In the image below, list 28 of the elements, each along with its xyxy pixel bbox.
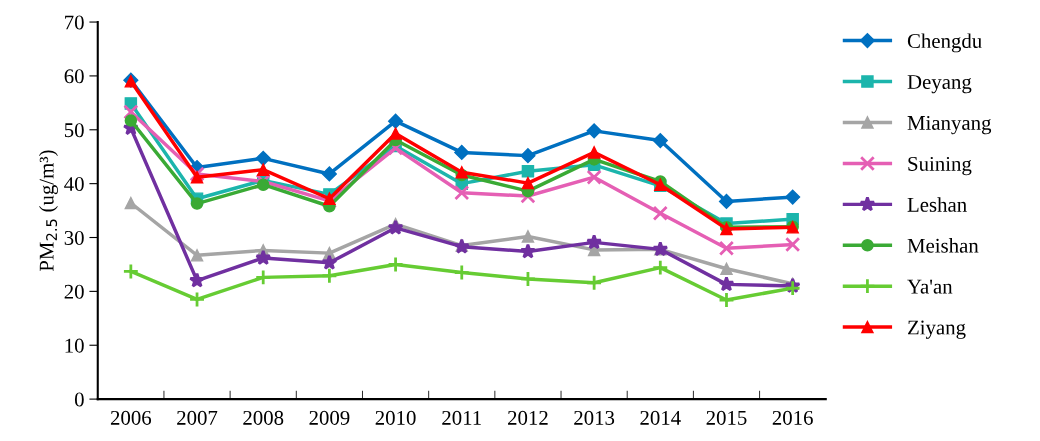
- x-tick-label: 2012: [508, 410, 548, 425]
- x-tick-label: 2015: [706, 410, 747, 425]
- legend-label: Meishan: [907, 238, 979, 253]
- y-tick-label: 40: [64, 177, 84, 192]
- x-tick-label: 2006: [110, 410, 152, 425]
- y-tick-label: 60: [64, 69, 84, 84]
- x-tick-label: 2010: [375, 410, 416, 425]
- legend-label: Deyang: [907, 75, 972, 94]
- y-tick-label: 70: [65, 15, 84, 30]
- x-tick-label: 2011: [442, 410, 481, 425]
- legend-label: Mianyang: [907, 115, 992, 135]
- y-axis-title: PM$_{2.5}$ (ug/m³): [39, 150, 58, 272]
- x-tick-label: 2014: [640, 410, 681, 425]
- x-tick-label: 2016: [772, 410, 813, 425]
- legend-label: Ziyang: [908, 320, 966, 339]
- x-tick-label: 2013: [574, 410, 615, 425]
- y-tick-label: 50: [64, 123, 84, 138]
- x-tick-label: 2009: [309, 410, 350, 425]
- y-tick-label: 20: [64, 284, 84, 299]
- legend-label: Suining: [908, 156, 972, 176]
- x-tick-label: 2008: [243, 410, 284, 425]
- legend-label: Ya'an: [907, 279, 953, 294]
- legend-label: Chengdu: [907, 33, 982, 53]
- y-tick-label: 10: [65, 338, 84, 353]
- y-tick-label: 30: [64, 230, 84, 245]
- y-tick-label: 0: [74, 392, 84, 407]
- x-tick-label: 2007: [177, 410, 218, 425]
- legend-label: Leshan: [907, 197, 967, 212]
